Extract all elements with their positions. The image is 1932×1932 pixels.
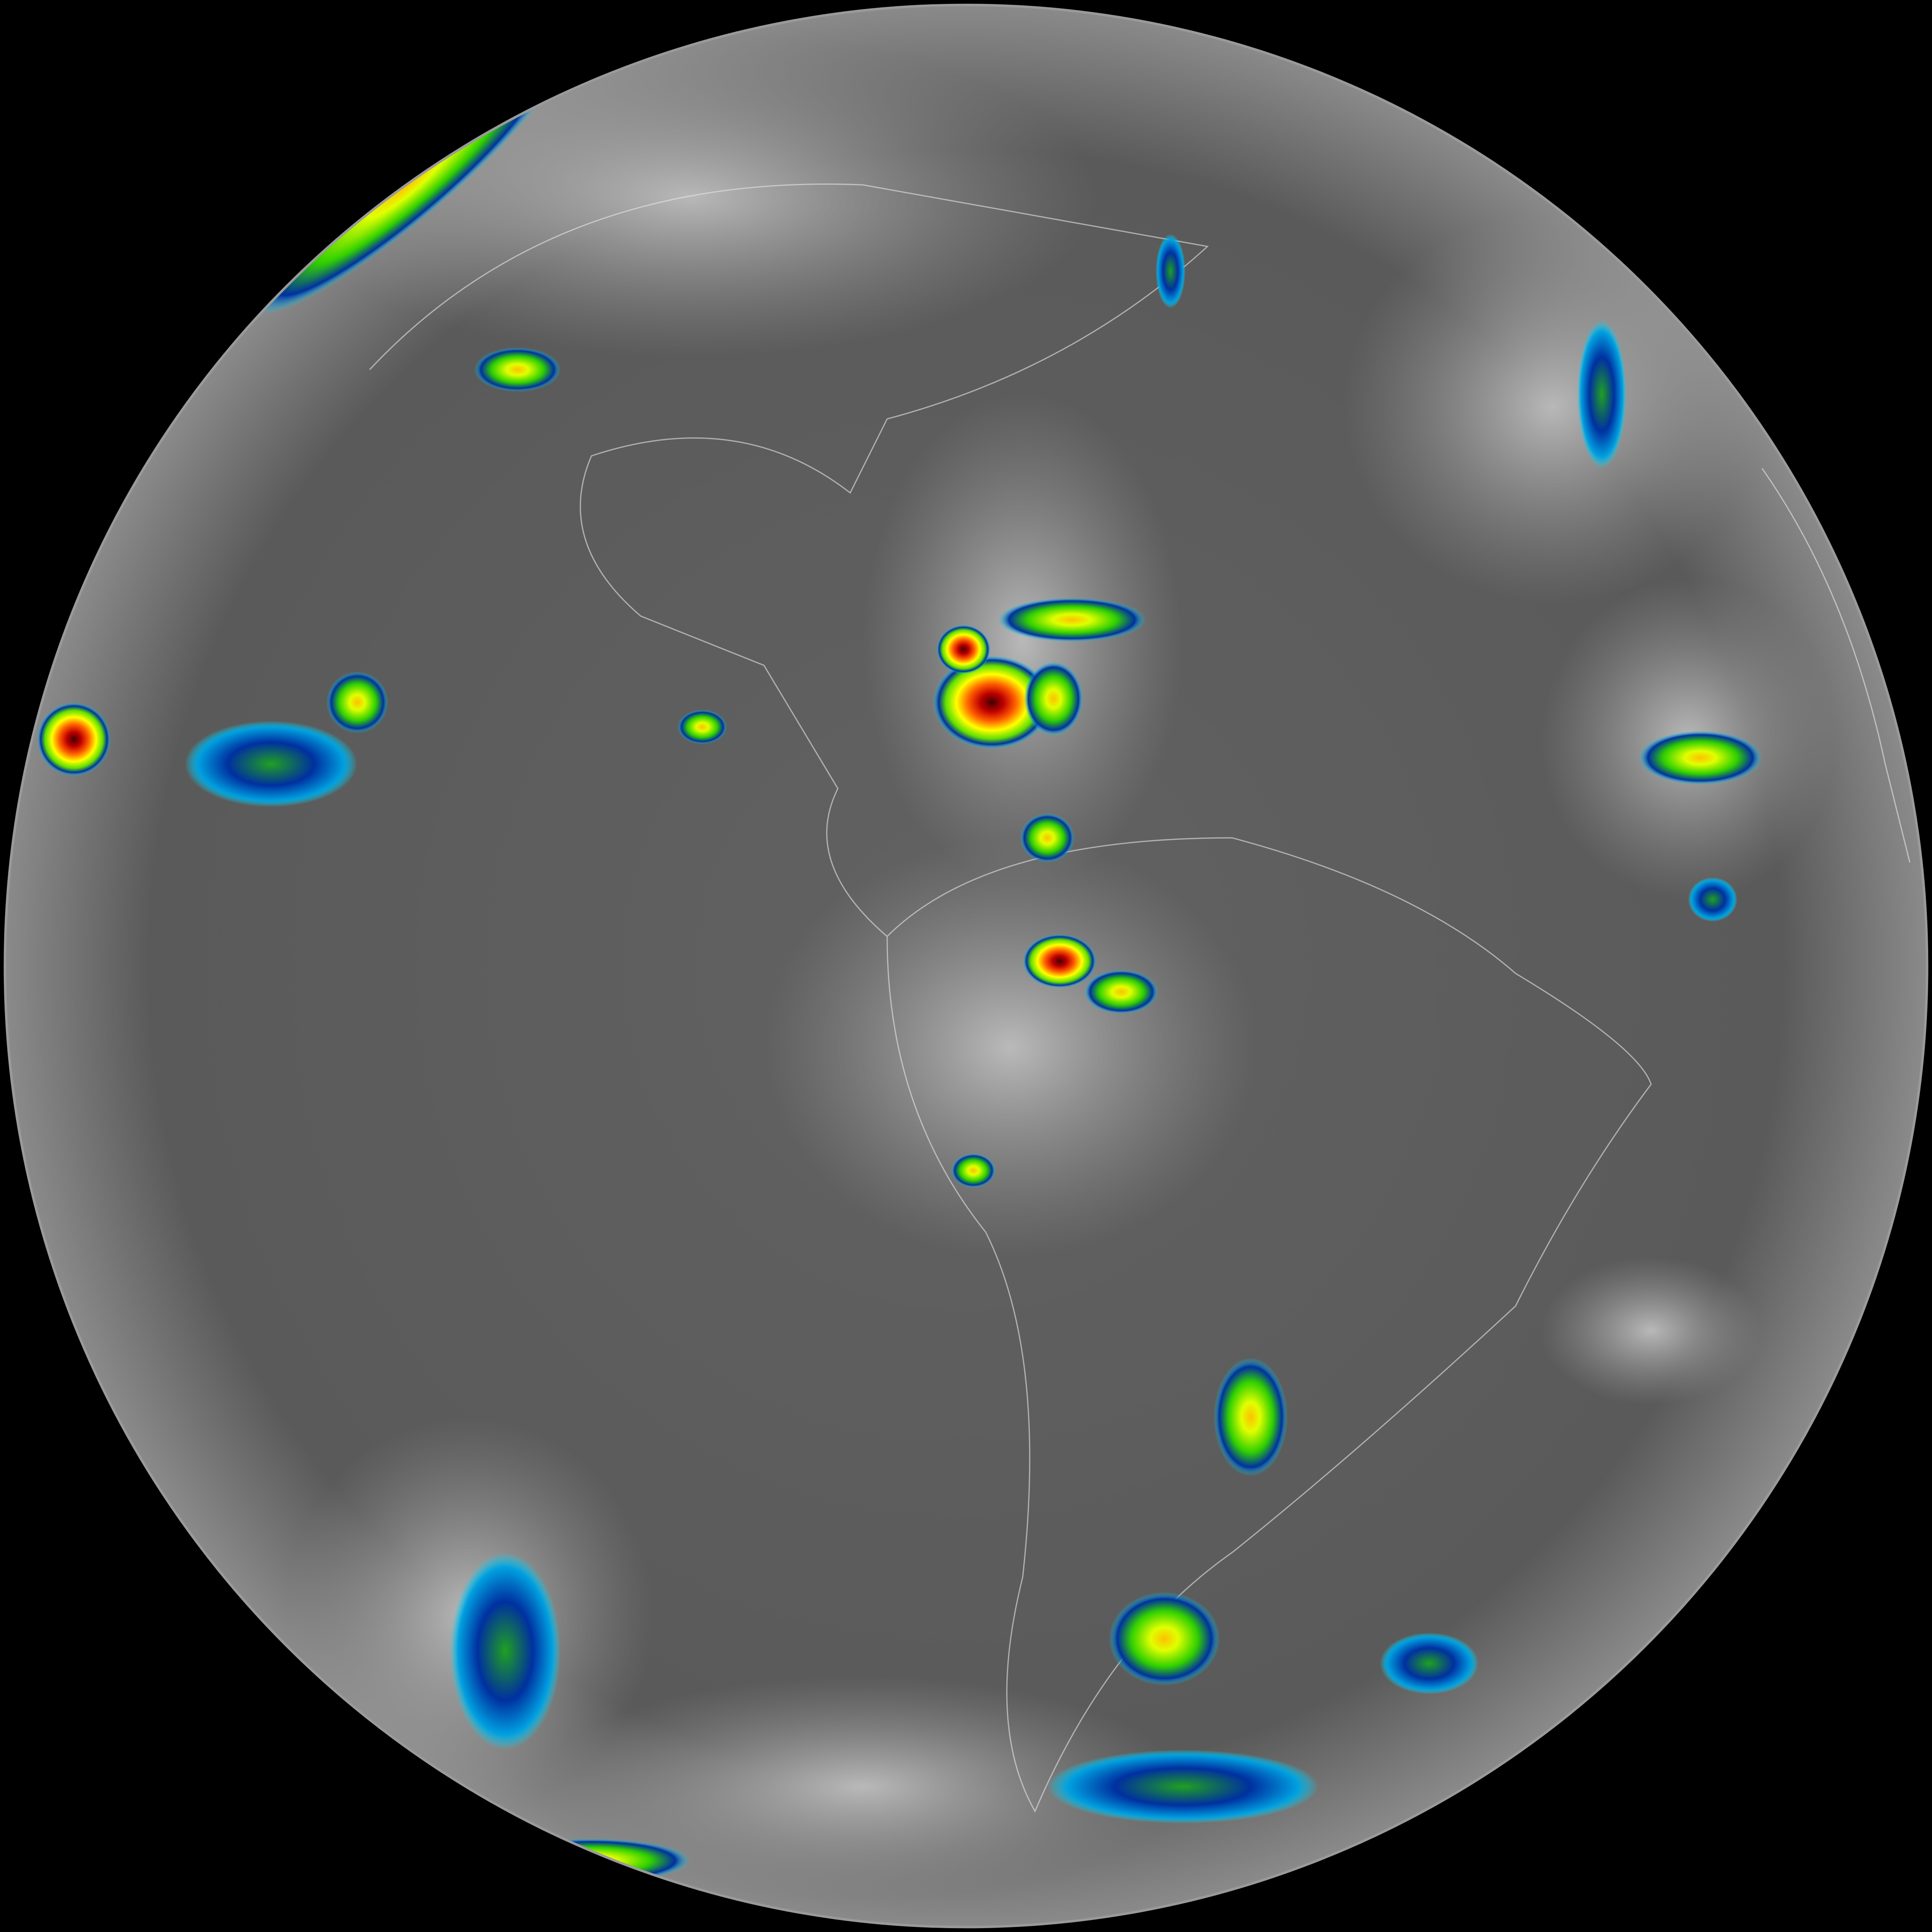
convection-amazon-west <box>1022 934 1097 988</box>
convection-east-pacific <box>327 671 388 733</box>
convection-atlantic-south <box>1688 877 1738 922</box>
storm-caribbean-north <box>936 624 991 674</box>
political-borders <box>369 183 1911 1813</box>
convection-north-atlantic <box>1156 234 1185 308</box>
convection-argentina <box>1109 1592 1220 1686</box>
coastline-africa <box>1761 468 1911 863</box>
front-south-pacific <box>449 1552 561 1750</box>
storm-caribbean-core <box>932 655 1051 749</box>
convection-central-america <box>677 709 727 745</box>
front-southern-ocean <box>1047 1750 1318 1824</box>
cloud-caribbean <box>862 394 1183 887</box>
coastline-south-america <box>886 837 1652 1813</box>
convection-itcz-pacific <box>185 721 357 807</box>
convection-peru <box>951 1153 996 1188</box>
convection-paraguay <box>1213 1358 1288 1476</box>
convection-far-west-pacific <box>37 702 111 776</box>
cloud-south-atlantic <box>1540 1257 1762 1405</box>
convection-south-atlantic <box>1380 1633 1479 1694</box>
convection-itcz-atlantic <box>1639 730 1762 785</box>
convection-venezuela <box>1020 813 1075 863</box>
convection-southwest-us <box>474 347 561 392</box>
storm-caribbean-east <box>1024 662 1083 736</box>
cloud-southern-ocean <box>542 1675 1183 1898</box>
convection-amazon-east <box>1084 969 1158 1014</box>
front-mid-atlantic <box>1577 320 1627 468</box>
cloud-north-atlantic-low <box>1343 209 1762 604</box>
coastline-north-central-america <box>369 183 1209 937</box>
cloud-amazon <box>764 838 1257 1257</box>
convection-north-of-antilles <box>998 597 1146 642</box>
limb <box>3 3 1929 1929</box>
